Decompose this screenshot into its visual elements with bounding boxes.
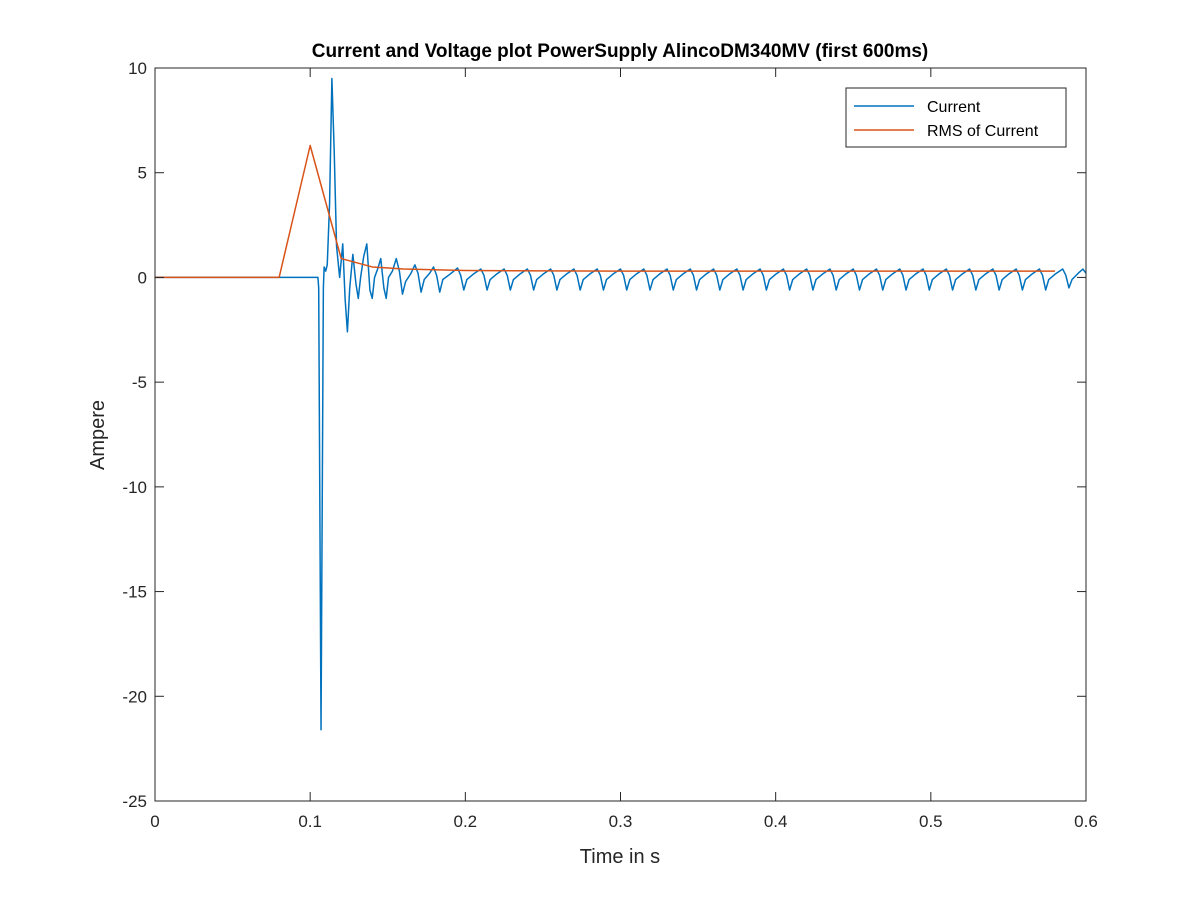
y-tick-label: 0 xyxy=(138,268,147,287)
y-tick-label: -25 xyxy=(122,792,147,811)
y-tick-label: -10 xyxy=(122,478,147,497)
legend-label-rms: RMS of Current xyxy=(927,123,1039,140)
legend-box xyxy=(845,87,1067,148)
x-tick-label: 0.5 xyxy=(919,812,943,831)
x-tick-label: 0.4 xyxy=(764,812,788,831)
x-axis: 0 0.1 0.2 0.3 0.4 0.5 0.6 xyxy=(150,68,1098,831)
series-line-rms-of-current xyxy=(155,144,1055,279)
y-tick-label: -15 xyxy=(122,583,147,602)
x-axis-label: Time in s xyxy=(580,846,660,868)
legend-label-current: Current xyxy=(927,99,981,116)
plot-area-background xyxy=(155,68,1086,801)
x-tick-label: 0.6 xyxy=(1074,812,1098,831)
series-line-current xyxy=(155,77,1087,731)
chart-title: Current and Voltage plot PowerSupply Ali… xyxy=(312,41,929,62)
y-tick-label: -20 xyxy=(122,687,147,706)
y-axis: -25 -20 -15 -10 -5 0 5 10 xyxy=(122,59,1086,811)
series-layer xyxy=(155,77,1087,731)
x-tick-label: 0.1 xyxy=(298,812,322,831)
y-tick-label: 5 xyxy=(138,164,147,183)
legend: Current RMS of Current xyxy=(845,87,1067,148)
x-tick-label: 0 xyxy=(150,812,159,831)
y-tick-label: 10 xyxy=(128,59,147,78)
x-tick-label: 0.3 xyxy=(609,812,633,831)
y-axis-label: Ampere xyxy=(87,400,109,470)
x-tick-label: 0.2 xyxy=(454,812,478,831)
y-tick-label: -5 xyxy=(132,373,147,392)
